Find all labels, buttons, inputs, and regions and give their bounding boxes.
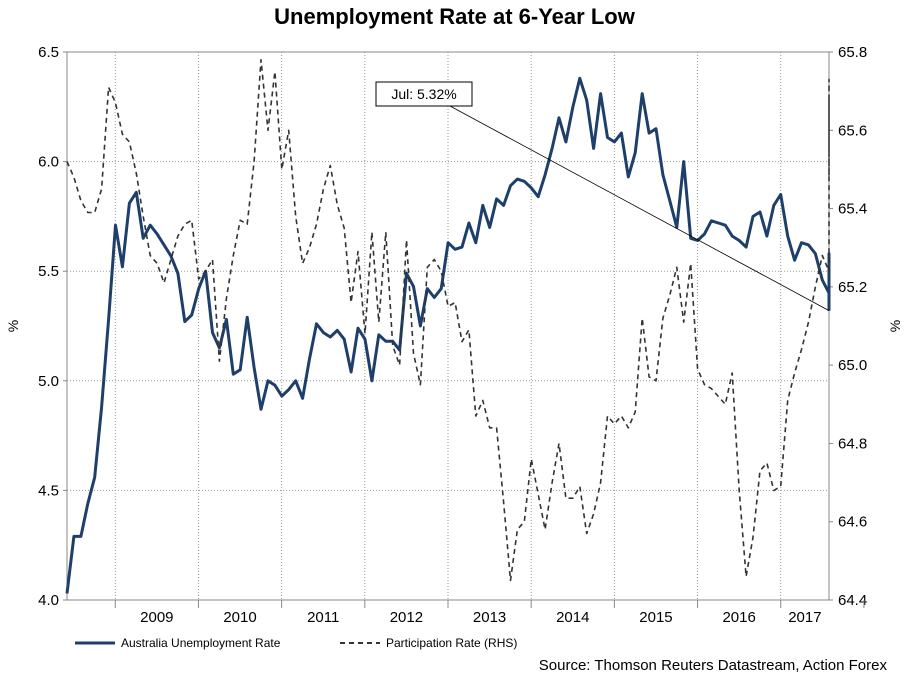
y-tick-label-right: 65.8 bbox=[838, 44, 867, 61]
y-axis-label-left: % bbox=[5, 320, 21, 332]
axes: 4.0 4.5 5.0 5.5 6.0 6.5 64.4 64.6 64.8 65.0 65.2 65… bbox=[38, 44, 867, 626]
legend-swatch-dashed bbox=[340, 642, 380, 644]
x-tick-label: 2015 bbox=[639, 609, 672, 626]
annotation-label: Jul: 5.32% bbox=[391, 86, 456, 102]
legend-participation-rate: Participation Rate (RHS) bbox=[340, 636, 517, 650]
legend-unemployment-rate: Australia Unemployment Rate bbox=[75, 636, 280, 650]
x-tick-label: 2010 bbox=[223, 609, 256, 626]
y-tick-label-left: 4.5 bbox=[38, 482, 59, 499]
y-tick-label-right: 64.6 bbox=[838, 514, 867, 531]
y-tick-label-right: 65.4 bbox=[838, 201, 867, 218]
y-axis-label-right: % bbox=[887, 320, 903, 332]
chart-title: Unemployment Rate at 6-Year Low bbox=[274, 4, 635, 29]
series-line-unemployment-rate bbox=[65, 76, 831, 594]
y-tick-label-left: 5.5 bbox=[38, 263, 59, 280]
x-tick-label: 2014 bbox=[556, 609, 589, 626]
y-tick-label-right: 65.2 bbox=[838, 279, 867, 296]
x-tick-label: 2009 bbox=[140, 609, 173, 626]
x-tick-label: 2016 bbox=[722, 609, 755, 626]
y-tick-label-right: 65.6 bbox=[838, 122, 867, 139]
x-tick-label: 2017 bbox=[788, 609, 821, 626]
annotation-leader-line bbox=[449, 105, 830, 312]
x-tick-label: 2012 bbox=[390, 609, 423, 626]
y-tick-label-right: 64.8 bbox=[838, 435, 867, 452]
y-tick-label-left: 6.0 bbox=[38, 154, 59, 171]
series-line-participation-rate bbox=[66, 59, 830, 582]
y-tick-label-right: 65.0 bbox=[838, 357, 867, 374]
y-tick-label-right: 64.4 bbox=[838, 592, 867, 609]
source-note: Source: Thomson Reuters Datastream, Acti… bbox=[538, 657, 887, 674]
y-tick-label-left: 6.5 bbox=[38, 44, 59, 61]
legend-label-unemployment: Australia Unemployment Rate bbox=[121, 636, 281, 650]
annotation: Jul: 5.32% bbox=[375, 81, 830, 312]
legend-label-participation: Participation Rate (RHS) bbox=[386, 636, 518, 650]
y-tick-label-left: 5.0 bbox=[38, 373, 59, 390]
grid-lines bbox=[67, 52, 829, 600]
legend-swatch-solid bbox=[75, 641, 115, 645]
x-tick-label: 2013 bbox=[473, 609, 506, 626]
annotation-box bbox=[375, 81, 473, 107]
series-layer bbox=[65, 59, 831, 594]
x-tick-label: 2011 bbox=[307, 609, 339, 626]
y-tick-label-left: 4.0 bbox=[38, 592, 59, 609]
